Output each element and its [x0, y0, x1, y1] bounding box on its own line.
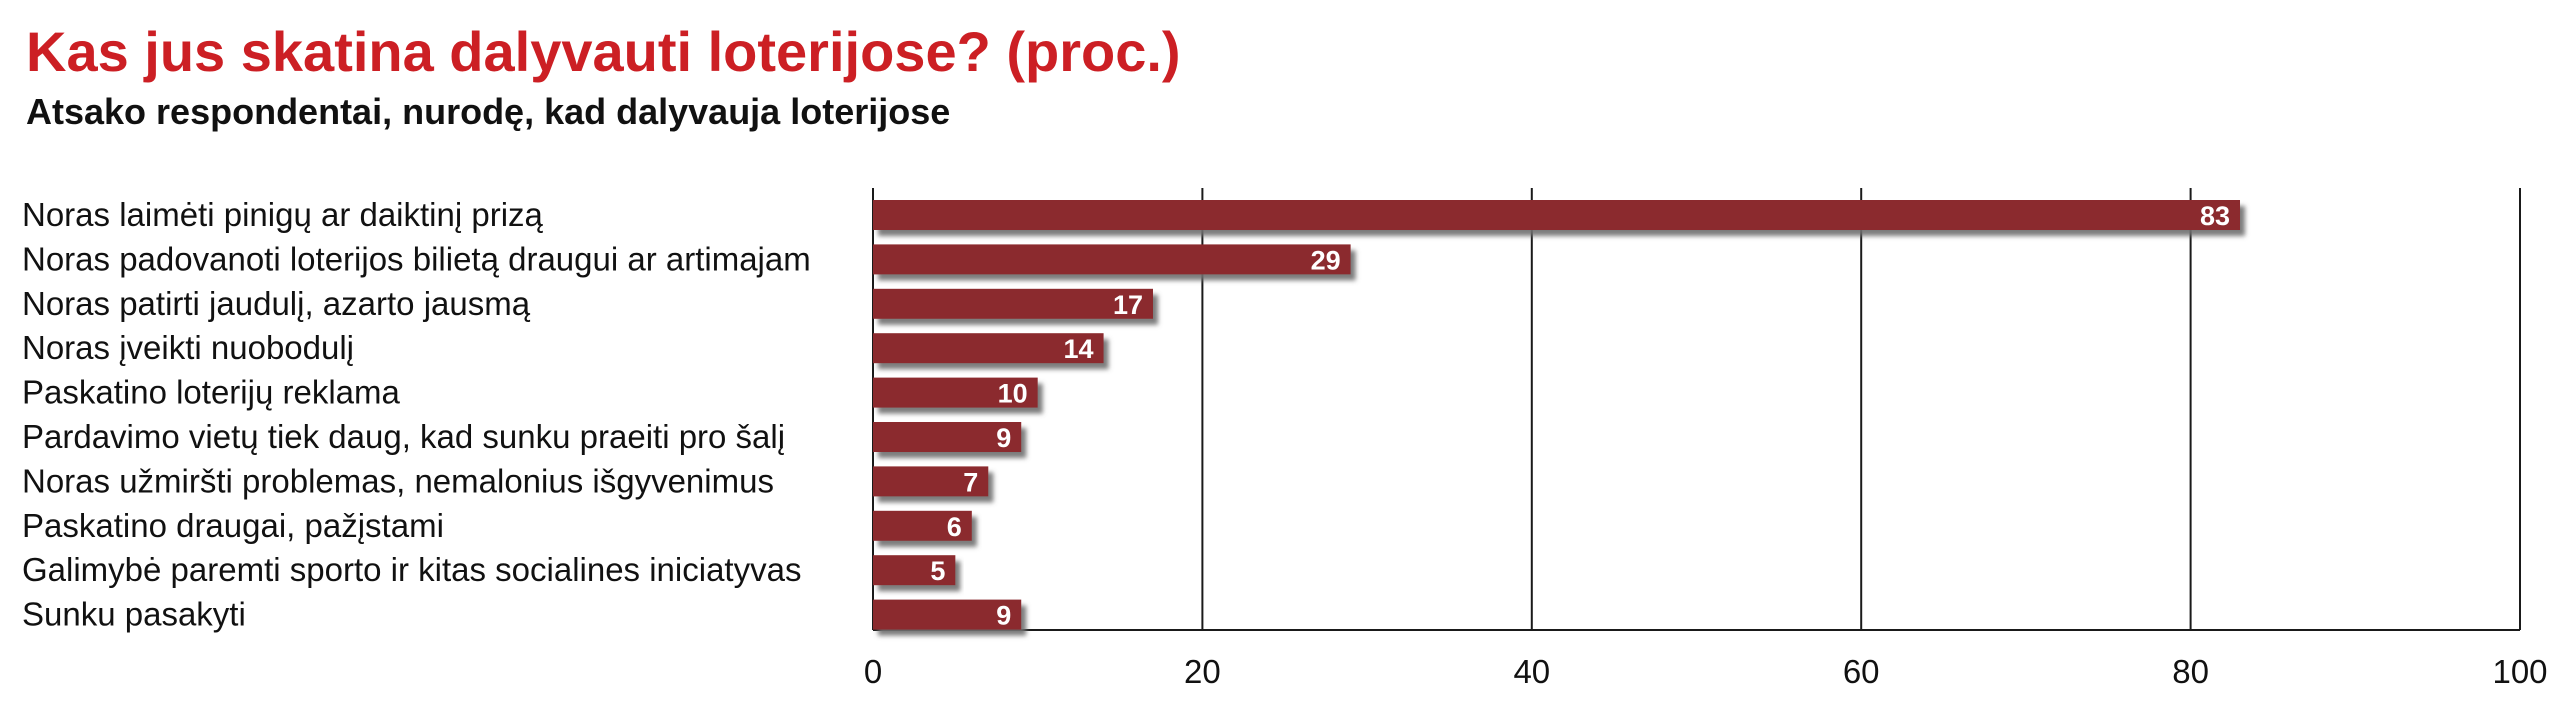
x-tick-label-20: 20 — [1184, 653, 1221, 690]
x-tick-label-80: 80 — [2172, 653, 2209, 690]
bar-5 — [873, 377, 1038, 408]
bar-value-label-8: 6 — [947, 512, 962, 542]
category-label-1: Noras laimėti pinigų ar daiktinį prizą — [22, 196, 544, 233]
bar-1 — [873, 200, 2241, 230]
bar-4 — [873, 333, 1104, 364]
chart-subtitle: Atsako respondentai, nurodę, kad dalyvau… — [26, 91, 951, 132]
category-label-6: Pardavimo vietų tiek daug, kad sunku pra… — [22, 418, 785, 455]
bar-7 — [873, 466, 989, 497]
bar-2 — [873, 244, 1351, 275]
bar-6 — [873, 422, 1022, 452]
x-tick-label-60: 60 — [1843, 653, 1880, 690]
bar-3 — [873, 288, 1153, 319]
bar-value-label-9: 5 — [930, 556, 945, 586]
x-tick-label-0: 0 — [864, 653, 882, 690]
category-label-3: Noras patirti jaudulį, azarto jausmą — [22, 285, 531, 322]
bar-value-label-3: 17 — [1113, 290, 1143, 320]
x-tick-label-100: 100 — [2492, 653, 2547, 690]
category-label-4: Noras įveikti nuobodulį — [22, 329, 354, 366]
category-label-2: Noras padovanoti loterijos bilietą draug… — [22, 240, 811, 277]
bar-value-label-2: 29 — [1311, 245, 1341, 275]
bar-9 — [873, 555, 956, 586]
bar-value-label-10: 9 — [996, 601, 1011, 631]
bar-value-label-5: 10 — [998, 379, 1028, 409]
category-labels: Noras laimėti pinigų ar daiktinį prizą No… — [22, 196, 811, 633]
bar-value-label-6: 9 — [996, 423, 1011, 453]
category-label-8: Paskatino draugai, pažįstami — [22, 507, 444, 544]
bar-10 — [873, 599, 1022, 630]
bar-value-label-4: 14 — [1064, 334, 1094, 364]
x-tick-label-40: 40 — [1513, 653, 1550, 690]
category-label-10: Sunku pasakyti — [22, 596, 246, 633]
category-label-7: Noras užmiršti problemas, nemalonius išg… — [22, 462, 774, 499]
category-label-5: Paskatino loterijų reklama — [22, 374, 400, 411]
chart-title: Kas jus skatina dalyvauti loterijose? (p… — [26, 20, 1181, 83]
bar-8 — [873, 510, 972, 541]
bar-value-label-1: 83 — [2200, 201, 2230, 231]
category-label-9: Galimybė paremti sporto ir kitas sociali… — [22, 551, 801, 588]
x-axis-ticks: 0 20 40 60 80 100 — [864, 653, 2548, 690]
bar-value-label-7: 7 — [963, 467, 978, 497]
